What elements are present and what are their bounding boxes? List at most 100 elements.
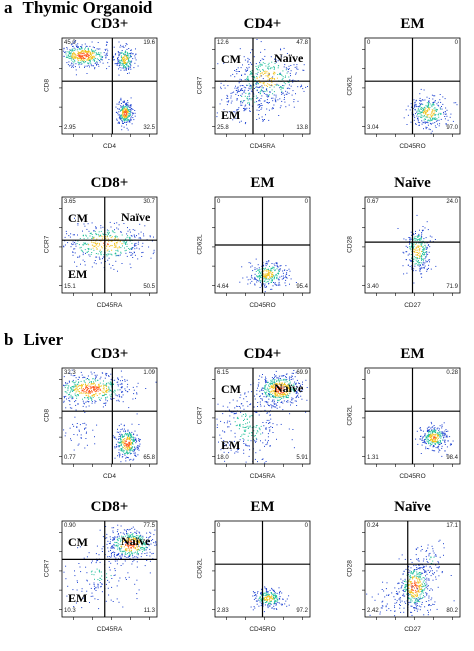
event-dot [133,452,135,454]
event-dot [418,260,419,262]
event-dot [129,534,131,536]
event-dot [426,242,428,244]
event-dot [243,108,244,109]
event-dot [68,51,70,53]
event-dot [127,118,129,120]
event-dot [286,91,288,93]
event-dot [117,52,119,54]
event-dot [278,115,280,116]
event-dot [298,388,300,390]
event-dot [428,433,430,435]
event-dot [120,69,122,71]
event-dot [428,128,430,130]
event-dot [276,397,278,399]
event-dot [99,48,101,50]
event-dot [293,390,294,392]
event-dot [76,46,77,48]
event-dot [265,444,267,446]
event-dot [429,103,431,105]
event-dot [294,376,296,378]
event-dot [434,110,436,112]
event-dot [416,110,418,112]
event-dot [422,261,424,263]
event-dot [417,252,418,254]
event-dot [251,280,253,282]
event-dot [137,243,139,245]
event-dot [421,437,423,439]
event-dot [224,431,226,433]
event-dot [125,45,127,47]
event-dot [260,98,262,99]
event-dot [273,278,275,280]
event-dot [431,429,433,431]
event-dot [281,87,283,89]
event-dot [122,110,124,112]
event-dot [262,390,264,391]
event-dot [82,254,84,256]
event-dot [69,49,71,51]
event-dot [288,92,290,94]
event-dot [289,413,291,415]
event-dot [412,233,414,235]
event-dot [72,66,74,68]
event-dot [261,90,263,92]
event-dot [126,55,128,57]
event-dot [265,392,267,394]
event-dot [261,58,263,60]
event-dot [287,393,289,395]
event-dot [259,449,261,451]
event-dot [123,57,125,59]
event-dot [126,63,128,65]
event-dot [272,405,274,407]
event-dot [281,394,283,396]
event-dot [254,398,256,400]
event-dot [69,381,70,383]
event-dot [128,552,130,554]
event-dot [420,256,422,258]
event-dot [264,70,266,72]
event-dot [116,119,118,121]
event-dot [103,380,104,382]
event-dot [447,430,449,432]
event-dot [444,98,446,100]
event-dot [85,384,87,386]
event-dot [435,110,437,112]
event-dot [439,94,441,95]
event-dot [97,245,99,247]
event-dot [88,396,90,397]
event-dot [106,41,107,43]
event-dot [418,253,420,254]
event-dot [255,258,257,260]
event-dot [435,443,437,445]
quadrant-value: 15.1 [64,284,76,290]
event-dot [71,63,73,65]
event-dot [143,543,145,545]
event-dot [261,95,263,97]
event-dot [423,253,425,255]
event-dot [88,405,90,407]
event-dot [124,431,126,433]
event-dot [95,401,97,402]
event-dot [287,401,289,403]
event-dot [66,384,68,386]
event-dot [120,449,122,451]
event-dot [240,102,242,104]
event-dot [424,109,426,110]
event-dot [257,387,258,389]
event-dot [118,255,120,257]
event-dot [102,395,104,397]
event-dot [124,556,126,558]
event-dot [129,263,131,265]
event-dot [86,384,88,386]
event-dot [428,435,429,437]
event-dot [121,105,123,107]
event-dot [112,57,114,59]
event-dot [280,379,282,381]
event-dot [246,77,248,79]
event-dot [288,389,290,391]
event-dot [427,253,429,255]
quadrant-value: 1.31 [367,455,379,461]
event-dot [124,440,126,442]
quadrant-value: 0 [454,40,458,46]
event-dot [121,390,123,392]
